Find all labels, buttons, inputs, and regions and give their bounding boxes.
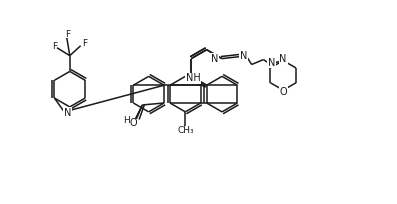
Text: N: N — [240, 51, 247, 61]
Text: NH: NH — [186, 73, 200, 83]
Text: H: H — [123, 116, 130, 125]
Text: N: N — [211, 54, 218, 64]
Text: O: O — [130, 118, 137, 128]
Text: N: N — [268, 58, 275, 68]
Text: N: N — [64, 108, 71, 118]
Text: F: F — [82, 39, 87, 48]
Text: CH₃: CH₃ — [177, 126, 194, 135]
Text: F: F — [65, 30, 70, 39]
Text: N: N — [279, 54, 287, 64]
Text: F: F — [52, 42, 58, 51]
Text: O: O — [279, 87, 287, 97]
